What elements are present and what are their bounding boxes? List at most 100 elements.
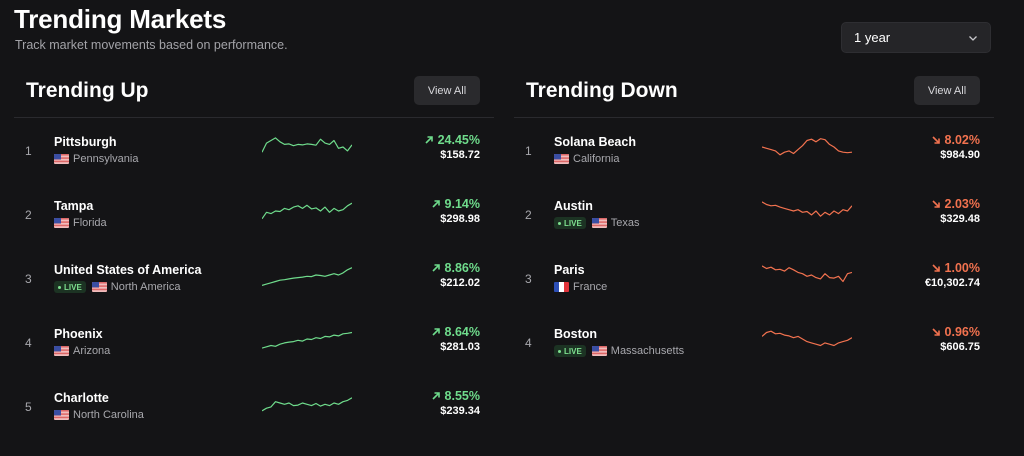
sparkline-chart (762, 265, 852, 283)
market-row[interactable]: 5 Charlotte North Carolina 8.55% $239.34 (14, 374, 494, 438)
market-price: $239.34 (440, 405, 480, 417)
period-select[interactable]: 1 year (841, 22, 991, 53)
market-price: $298.98 (440, 213, 480, 225)
live-badge: LIVE (54, 281, 86, 293)
sparkline-chart (262, 397, 352, 412)
fr-flag-icon (554, 282, 569, 292)
us-flag-icon (54, 410, 69, 420)
market-location: North Carolina (54, 408, 144, 422)
market-row[interactable]: 3 United States of America LIVE North Ameri… (14, 246, 494, 310)
market-change: 1.00% (931, 261, 980, 275)
market-rank: 4 (25, 336, 32, 350)
market-location: Florida (54, 216, 107, 230)
sparkline-chart (262, 267, 352, 286)
arrow-up-right-icon (431, 392, 440, 400)
trending-up-header: Trending Up View All (14, 70, 494, 118)
sparkline-chart (262, 202, 352, 220)
market-rank: 2 (525, 208, 532, 222)
market-region: Texas (610, 217, 640, 229)
us-flag-icon (591, 218, 607, 228)
market-location: LIVE North America (54, 280, 180, 294)
arrow-down-right-icon (931, 136, 940, 144)
market-rank: 1 (525, 144, 532, 158)
market-price: $281.03 (440, 341, 480, 353)
market-name: United States of America (54, 263, 202, 277)
market-price: $606.75 (940, 341, 980, 353)
market-row[interactable]: 4 Phoenix Arizona 8.64% $281.03 (14, 310, 494, 374)
sparkline-series (262, 202, 352, 220)
market-location: Pennsylvania (54, 152, 138, 166)
market-change: 0.96% (931, 325, 980, 339)
period-select-value: 1 year (854, 30, 891, 45)
sparkline-series (762, 138, 852, 156)
market-location: Arizona (54, 344, 110, 358)
market-rank: 1 (25, 144, 32, 158)
market-change-value: 8.55% (444, 389, 480, 403)
live-badge: LIVE (554, 217, 586, 229)
market-change: 2.03% (931, 197, 980, 211)
trending-up-panel: Trending Up View All 1 Pittsburgh Pennsylv… (14, 70, 494, 438)
market-change: 8.55% (431, 389, 480, 403)
sparkline-series (262, 267, 352, 286)
market-region: Massachusetts (610, 345, 685, 357)
market-name: Pittsburgh (54, 135, 117, 149)
sparkline-series (762, 265, 852, 283)
sparkline-series (762, 330, 852, 347)
page-title: Trending Markets (14, 4, 227, 34)
market-location: LIVE Texas (554, 216, 640, 230)
us-flag-icon (54, 154, 69, 164)
market-region: California (573, 153, 620, 165)
market-row[interactable]: 2 Tampa Florida 9.14% $298.98 (14, 182, 494, 246)
market-location: LIVE Massachusetts (554, 344, 684, 358)
market-price: $984.90 (940, 149, 980, 161)
sparkline-chart (762, 138, 852, 156)
sparkline-chart (262, 137, 352, 153)
market-price: $329.48 (940, 213, 980, 225)
market-location: California (554, 152, 619, 166)
market-name: Austin (554, 199, 593, 213)
market-rank: 3 (525, 272, 532, 286)
trending-down-title: Trending Down (526, 79, 678, 102)
market-name: Boston (554, 327, 598, 341)
market-change-value: 24.45% (437, 133, 480, 147)
market-region: Pennsylvania (73, 153, 139, 165)
market-change: 9.14% (431, 197, 480, 211)
market-change: 8.64% (431, 325, 480, 339)
us-flag-icon (91, 282, 107, 292)
arrow-down-right-icon (931, 328, 940, 336)
view-all-up-button[interactable]: View All (414, 76, 480, 105)
market-change-value: 8.64% (444, 325, 480, 339)
market-row[interactable]: 2 Austin LIVE Texas 2.03% $329.48 (514, 182, 994, 246)
market-change-value: 1.00% (944, 261, 980, 275)
trending-down-panel: Trending Down View All 1 Solana Beach Cali… (514, 70, 994, 374)
market-row[interactable]: 1 Solana Beach California 8.02% $984.90 (514, 118, 994, 182)
market-change: 8.86% (431, 261, 480, 275)
market-rank: 2 (25, 208, 32, 222)
market-row[interactable]: 1 Pittsburgh Pennsylvania 24.45% $158.72 (14, 118, 494, 182)
us-flag-icon (554, 154, 569, 164)
market-rank: 5 (25, 400, 32, 414)
market-change-value: 9.14% (444, 197, 480, 211)
trending-up-list: 1 Pittsburgh Pennsylvania 24.45% $158.72 2 Tam… (14, 118, 494, 438)
sparkline-series (262, 397, 352, 412)
market-region: France (573, 281, 608, 293)
arrow-up-right-icon (425, 136, 433, 144)
sparkline-chart (762, 330, 852, 347)
market-name: Charlotte (54, 391, 109, 405)
market-row[interactable]: 3 Paris France 1.00% €10,302.74 (514, 246, 994, 310)
market-rank: 4 (525, 336, 532, 350)
view-all-down-button[interactable]: View All (914, 76, 980, 105)
market-row[interactable]: 4 Boston LIVE Massachusetts 0.96% $606.75 (514, 310, 994, 374)
market-name: Tampa (54, 199, 94, 213)
sparkline-series (762, 201, 852, 217)
sparkline-chart (262, 331, 352, 349)
market-region: Arizona (73, 345, 111, 357)
us-flag-icon (591, 346, 607, 356)
market-change-value: 8.86% (444, 261, 480, 275)
market-rank: 3 (25, 272, 32, 286)
trending-down-list: 1 Solana Beach California 8.02% $984.90 2 Aust… (514, 118, 994, 374)
market-region: North America (110, 281, 181, 293)
market-name: Phoenix (54, 327, 103, 341)
arrow-up-right-icon (431, 264, 440, 272)
sparkline-series (262, 137, 352, 153)
